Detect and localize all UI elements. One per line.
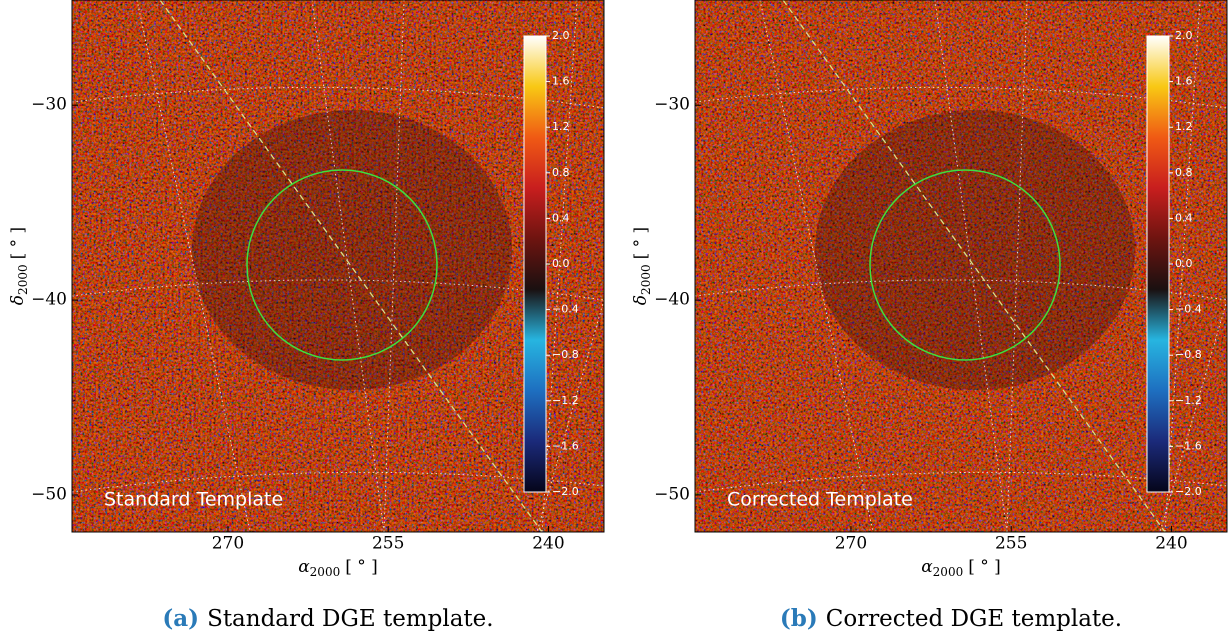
caption: (a) Standard DGE template. [162,605,493,632]
y-tick-label: −40 [654,290,690,310]
x-tick-label: 270 [212,534,244,554]
y-label-unit: [ ° ] [8,227,28,260]
annotation: Standard Template [104,489,283,511]
annotation: Corrected Template [727,489,913,511]
colorbar-tick-label: −2.0 [1175,485,1202,498]
colorbar-tick-label: 2.0 [552,29,570,42]
colorbar-tick-label: −0.8 [1175,348,1202,361]
colorbar-tick-label: 0.8 [552,166,570,179]
roi-circle [869,169,1061,361]
colorbar-tick-label: −1.6 [552,439,579,452]
caption-label: (a) [162,605,199,632]
x-label-sub: 2000 [310,565,341,579]
y-tick-label: −50 [654,484,690,504]
x-tick-label: 270 [835,534,867,554]
grid-line [541,0,578,532]
sky-map: Standard Template [72,0,604,532]
colorbar-tick-label: 0.4 [552,211,570,224]
y-label-sub: 2000 [16,264,30,295]
colorbar-tick-label: 2.0 [1175,29,1193,42]
galactic-plane [159,0,543,532]
y-label-unit: [ ° ] [631,227,651,260]
colorbar-tick-label: 0.4 [1175,211,1193,224]
caption-label: (b) [780,605,818,632]
colorbar [1146,35,1170,493]
dark-region [815,110,1135,390]
x-tick-label: 240 [1155,534,1187,554]
x-tick-label: 240 [532,534,564,554]
grid-line [1006,0,1028,532]
colorbar [523,35,547,493]
y-axis-label: δ2000 [ ° ] [631,227,653,305]
colorbar-tick-label: −1.2 [552,394,579,407]
map-noise [695,0,1227,532]
caption-text: Standard DGE template. [207,606,494,632]
colorbar-tick-label: 0.0 [552,257,570,270]
x-label-symbol: α [298,557,310,577]
x-label-unit: [ ° ] [345,557,378,577]
colorbar-tick-label: −0.4 [552,303,579,316]
colorbar-tick-label: 1.6 [1175,75,1193,88]
panel: Standard Template 2.0 1.6 1.2 0.8 0.4 0.0 −0.4 −… [8,0,605,632]
y-label-symbol: δ [8,295,28,305]
x-tick-label: 255 [372,534,404,554]
colorbar-tick-label: 1.6 [552,75,570,88]
roi-circle [246,169,438,361]
x-label-sub: 2000 [933,565,964,579]
colorbar-tick-label: −0.4 [1175,303,1202,316]
colorbar-tick-label: 1.2 [552,120,570,133]
y-tick-label: −40 [31,290,67,310]
panel: Corrected Template 2.0 1.6 1.2 0.8 0.4 0.0 −0.4… [631,0,1228,632]
plot-frame [71,0,605,533]
y-label-symbol: δ [631,295,651,305]
grid-line [1164,0,1201,532]
caption-text: Corrected DGE template. [826,606,1122,632]
x-tick-label: 255 [995,534,1027,554]
grid-line [383,0,405,532]
colorbar-tick-label: 1.2 [1175,120,1193,133]
colorbar-tick-label: −2.0 [552,485,579,498]
map-noise [72,0,604,532]
y-tick-label: −50 [31,484,67,504]
plot-frame [694,0,1228,533]
y-axis-label: δ2000 [ ° ] [8,227,30,305]
galactic-plane [782,0,1166,532]
colorbar-tick-label: −1.2 [1175,394,1202,407]
y-tick-label: −30 [654,95,690,115]
grid-line [759,0,874,532]
colorbar-tick-label: −1.6 [1175,439,1202,452]
x-axis-label: α2000 [ ° ] [298,557,378,579]
colorbar-tick-label: −0.8 [552,348,579,361]
x-axis-label: α2000 [ ° ] [921,557,1001,579]
x-label-unit: [ ° ] [968,557,1001,577]
colorbar-tick-label: 0.8 [1175,166,1193,179]
dark-region [192,110,512,390]
y-tick-label: −30 [31,95,67,115]
y-label-sub: 2000 [639,264,653,295]
caption: (b) Corrected DGE template. [780,605,1122,632]
colorbar-tick-label: 0.0 [1175,257,1193,270]
grid-line [136,0,251,532]
x-label-symbol: α [921,557,933,577]
